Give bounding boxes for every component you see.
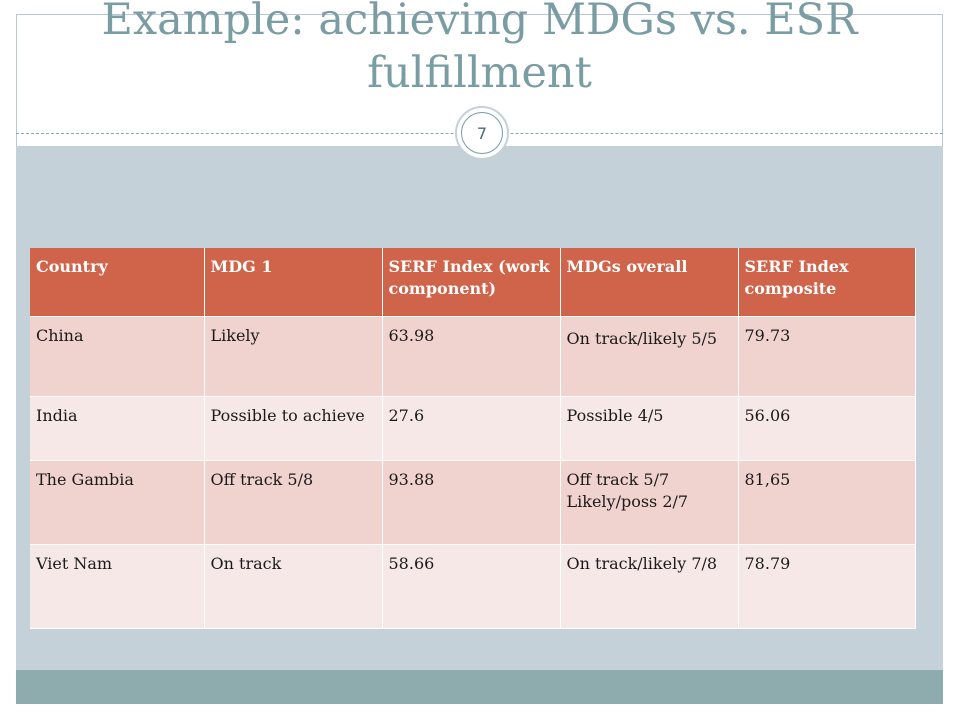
cell-serf-composite: 79.73 [738,316,916,397]
footer-band [16,670,943,704]
cell-serf-work: 27.6 [382,396,561,461]
table-row: The Gambia Off track 5/8 93.88 Off track… [30,460,916,545]
title-area: Example: achieving MDGs vs. ESR fulfillm… [16,0,943,134]
cell-country: India [30,396,205,461]
data-table: Country MDG 1 SERF Index (work component… [30,248,916,629]
table-row: India Possible to achieve 27.6 Possible … [30,396,916,461]
header-serf-work: SERF Index (work component) [382,248,561,317]
cell-mdg1: Possible to achieve [204,396,383,461]
cell-mdg1: Off track 5/8 [204,460,383,545]
cell-mdgs-overall: On track/likely 5/5 [560,316,739,397]
cell-mdgs-overall: Possible 4/5 [560,396,739,461]
cell-serf-composite: 56.06 [738,396,916,461]
cell-serf-work: 58.66 [382,544,561,629]
cell-country: China [30,316,205,397]
slide-title: Example: achieving MDGs vs. ESR fulfillm… [101,0,858,98]
table-header-row: Country MDG 1 SERF Index (work component… [30,248,916,317]
cell-serf-composite: 78.79 [738,544,916,629]
cell-mdgs-overall: Off track 5/7 Likely/poss 2/7 [560,460,739,545]
cell-mdg1: Likely [204,316,383,397]
cell-serf-composite: 81,65 [738,460,916,545]
table-row: China Likely 63.98 On track/likely 5/5 7… [30,316,916,397]
header-serf-composite: SERF Index composite [738,248,916,317]
cell-country: The Gambia [30,460,205,545]
cell-serf-work: 93.88 [382,460,561,545]
slide-number-badge: 7 [455,106,509,160]
header-country: Country [30,248,205,317]
header-mdg1: MDG 1 [204,248,383,317]
cell-mdg1: On track [204,544,383,629]
cell-serf-work: 63.98 [382,316,561,397]
cell-country: Viet Nam [30,544,205,629]
table-row: Viet Nam On track 58.66 On track/likely … [30,544,916,629]
slide-number: 7 [461,112,503,154]
header-mdgs-overall: MDGs overall [560,248,739,317]
cell-mdgs-overall: On track/likely 7/8 [560,544,739,629]
